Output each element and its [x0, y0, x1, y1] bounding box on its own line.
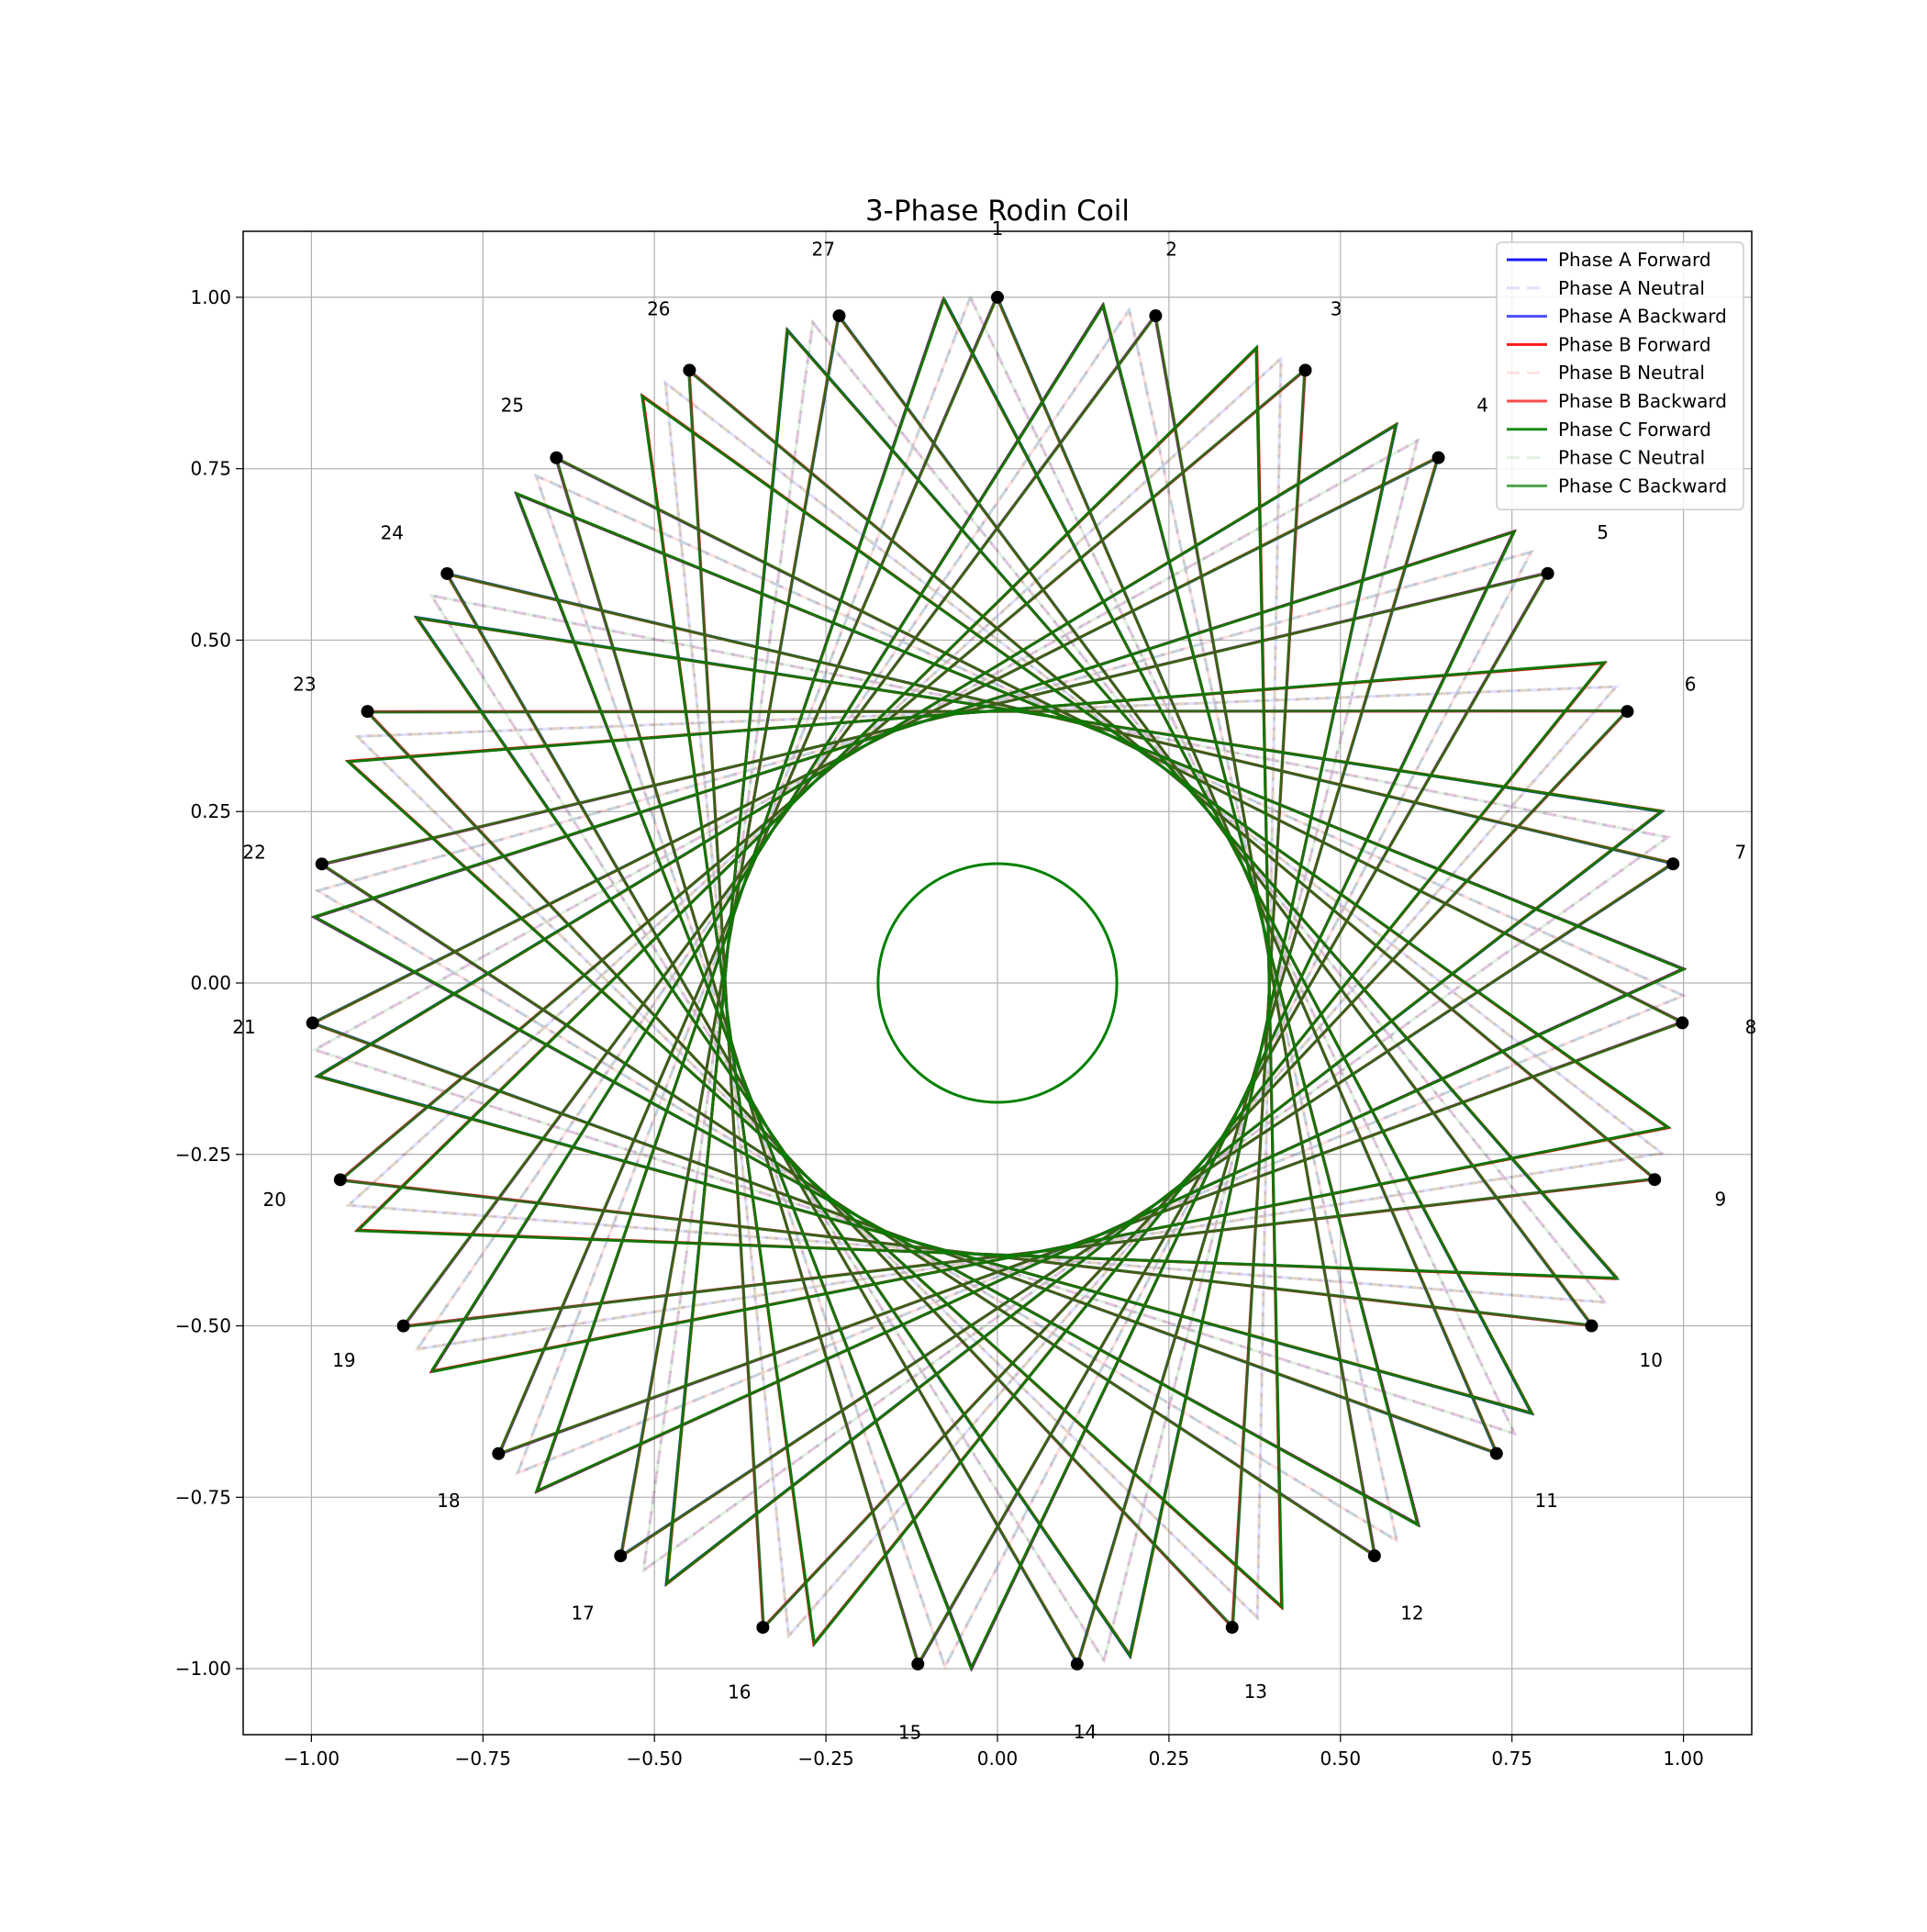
legend-box [1496, 241, 1744, 510]
slot-dot-1 [991, 290, 1004, 304]
slot-label-17: 17 [571, 1603, 594, 1625]
slot-label-5: 5 [1597, 521, 1609, 543]
legend-entry-1: Phase A Forward [1558, 249, 1711, 271]
slot-dot-5 [1541, 566, 1554, 580]
x-tick-label-0: −1.00 [284, 1748, 340, 1770]
y-tick-label-6: −0.50 [175, 1315, 231, 1337]
series-layer [308, 294, 1688, 1672]
slot-label-14: 14 [1074, 1721, 1097, 1743]
slot-label-10: 10 [1639, 1349, 1662, 1371]
slot-label-16: 16 [728, 1681, 751, 1703]
slot-dot-21 [306, 1016, 319, 1030]
hub-circle-layer [876, 862, 1119, 1104]
series-phase-c-backward [308, 294, 1687, 1668]
slot-dot-11 [1489, 1446, 1503, 1460]
slot-dot-17 [614, 1549, 628, 1563]
slot-label-20: 20 [262, 1189, 285, 1211]
x-tick-label-2: −0.50 [627, 1748, 683, 1770]
slot-label-24: 24 [381, 521, 404, 543]
slot-markers: 1234567891011121314151617181920212223242… [232, 218, 1756, 1743]
y-tick-label-7: −0.75 [175, 1486, 231, 1508]
y-tick-label-8: −1.00 [175, 1658, 231, 1680]
y-tick-label-3: 0.25 [190, 800, 231, 822]
slot-dot-25 [550, 451, 563, 464]
slot-label-8: 8 [1745, 1016, 1757, 1038]
slot-label-27: 27 [812, 238, 835, 260]
slot-label-2: 2 [1165, 238, 1177, 260]
slot-dot-3 [1298, 363, 1312, 377]
legend-entry-2: Phase A Neutral [1558, 277, 1705, 299]
y-tick-label-4: 0.00 [190, 972, 231, 994]
slot-dot-9 [1648, 1173, 1662, 1187]
slot-dot-14 [1070, 1658, 1084, 1671]
slot-label-11: 11 [1534, 1490, 1557, 1512]
y-tick-label-1: 0.75 [190, 458, 231, 480]
slot-dot-26 [683, 363, 696, 377]
x-tick-label-3: −0.25 [797, 1748, 853, 1770]
slot-label-18: 18 [437, 1490, 460, 1512]
legend: Phase A Forward Phase A Neutral Phase A Ba… [1496, 241, 1744, 510]
slot-label-19: 19 [332, 1349, 355, 1371]
x-tick-label-1: −0.75 [455, 1748, 511, 1770]
slot-label-3: 3 [1331, 298, 1342, 320]
legend-entry-3: Phase A Backward [1558, 306, 1727, 328]
slot-dot-27 [832, 309, 846, 323]
slot-dot-22 [315, 857, 329, 871]
slot-dot-2 [1149, 309, 1163, 323]
slot-dot-20 [333, 1173, 347, 1187]
hub-circle [876, 862, 1119, 1104]
y-tick-label-0: 1.00 [190, 286, 231, 308]
chart-title: 3-Phase Rodin Coil [865, 195, 1130, 228]
slot-label-21: 21 [232, 1016, 255, 1038]
slot-dot-8 [1676, 1016, 1689, 1030]
slot-dot-13 [1225, 1621, 1239, 1635]
slot-label-6: 6 [1685, 673, 1697, 695]
y-tick-label-5: −0.25 [175, 1144, 231, 1166]
slot-label-23: 23 [293, 674, 316, 696]
legend-entry-6: Phase B Backward [1558, 390, 1727, 412]
slot-dot-16 [756, 1621, 770, 1635]
slot-dot-18 [492, 1446, 506, 1460]
slot-dot-10 [1585, 1319, 1598, 1333]
legend-entry-9: Phase C Backward [1558, 475, 1727, 497]
x-tick-label-4: 0.00 [977, 1748, 1019, 1770]
slot-dot-15 [911, 1658, 925, 1671]
slot-label-9: 9 [1714, 1189, 1726, 1211]
legend-entry-4: Phase B Forward [1558, 333, 1711, 355]
slot-dot-7 [1666, 857, 1680, 871]
slot-label-4: 4 [1476, 394, 1488, 416]
slot-dot-12 [1367, 1549, 1381, 1563]
slot-label-22: 22 [242, 841, 265, 863]
slot-label-12: 12 [1400, 1603, 1423, 1625]
axis-ticks: −1.00 −0.75 −0.50 −0.25 0.00 0.25 0.50 0.75 1.00… [175, 286, 1704, 1770]
slot-label-7: 7 [1734, 841, 1746, 863]
y-tick-label-2: 0.50 [190, 629, 231, 651]
slot-label-13: 13 [1244, 1681, 1267, 1703]
x-tick-label-8: 1.00 [1663, 1748, 1704, 1770]
x-tick-label-5: 0.25 [1149, 1748, 1190, 1770]
legend-entry-7: Phase C Forward [1558, 419, 1711, 441]
slot-dot-19 [396, 1319, 410, 1333]
x-tick-label-6: 0.50 [1320, 1748, 1362, 1770]
slot-label-25: 25 [501, 395, 524, 417]
slot-label-15: 15 [898, 1721, 921, 1743]
slot-label-26: 26 [647, 298, 670, 320]
slot-dot-24 [440, 566, 454, 580]
slot-dot-6 [1621, 705, 1634, 719]
slot-dot-23 [361, 705, 374, 719]
slot-label-1: 1 [992, 218, 1004, 240]
slot-dot-4 [1431, 451, 1445, 464]
legend-entry-5: Phase B Neutral [1558, 362, 1705, 384]
legend-entry-8: Phase C Neutral [1558, 447, 1705, 469]
x-tick-label-7: 0.75 [1491, 1748, 1532, 1770]
